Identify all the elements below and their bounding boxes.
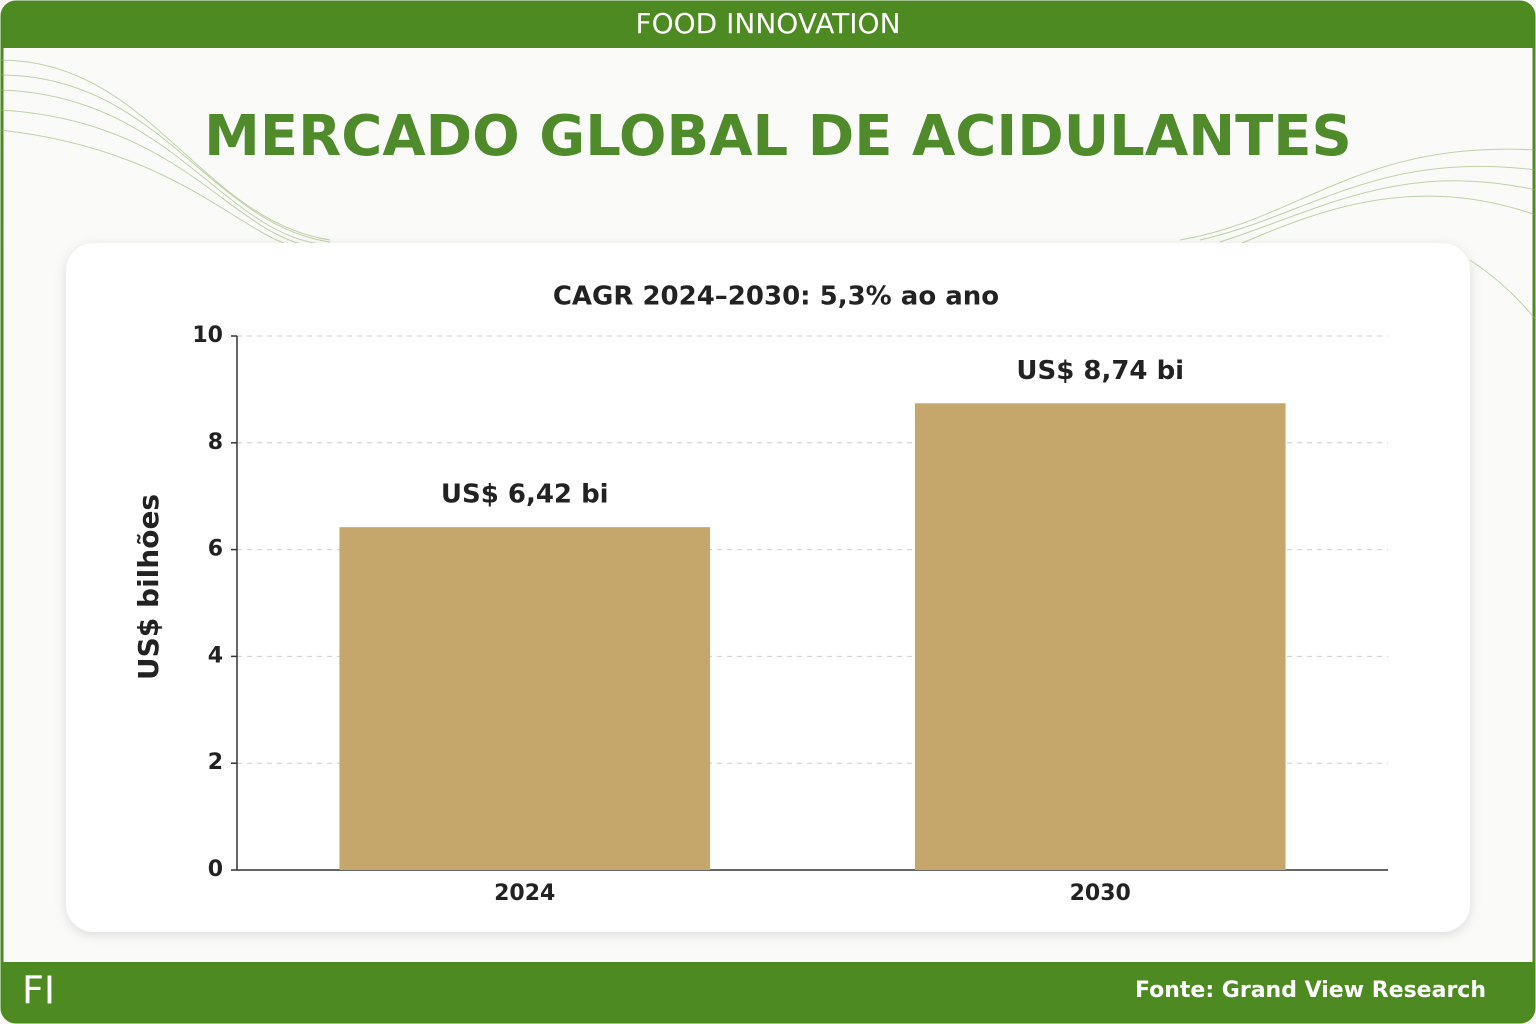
header-bar (2, 2, 1534, 48)
y-axis-label: US$ bilhões (132, 494, 165, 680)
y-tick-label: 4 (208, 643, 223, 668)
value-label: US$ 6,42 bi (441, 480, 609, 510)
value-label: US$ 8,74 bi (1016, 356, 1184, 386)
y-tick-label: 0 (208, 857, 223, 882)
header-title: FOOD INNOVATION (635, 7, 900, 40)
y-tick-label: 10 (192, 323, 223, 348)
footer-logo: FI (22, 969, 55, 1013)
bar (339, 527, 711, 870)
x-tick-label: 2030 (1070, 881, 1131, 906)
bar (914, 403, 1286, 870)
chart-title: MERCADO GLOBAL DE ACIDULANTES (204, 104, 1352, 169)
chart-subtitle: CAGR 2024–2030: 5,3% ao ano (553, 282, 999, 312)
decor-waves (0, 59, 1536, 321)
x-tick-label: 2024 (494, 881, 555, 906)
y-tick-label: 2 (208, 750, 223, 775)
y-tick-label: 8 (208, 430, 223, 455)
footer-source: Fonte: Grand View Research (1135, 978, 1486, 1003)
y-tick-label: 6 (208, 537, 223, 562)
footer-bar (2, 962, 1534, 1022)
